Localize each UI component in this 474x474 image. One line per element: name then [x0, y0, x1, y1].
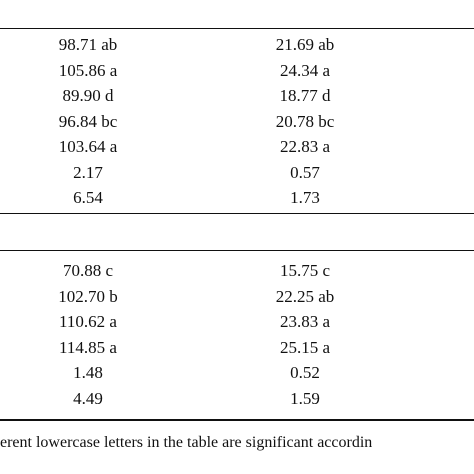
table-cell: 103.64 a [58, 137, 118, 156]
rule [0, 419, 474, 421]
table-cell: 105.86 a [58, 60, 118, 80]
table-cell: 1.59 [290, 388, 320, 408]
rule [0, 250, 474, 251]
table-cell: 2.17 [73, 162, 103, 182]
table-cell: 23.83 a [279, 312, 331, 331]
table-cell: 24.34 a [279, 60, 331, 80]
table-cell: 96.84 bc [58, 111, 118, 131]
table-cell: 0.52 [290, 363, 320, 382]
table-cell: 25.15 a [279, 337, 331, 357]
table-cell: 1.73 [290, 188, 320, 207]
table-cell: 114.85 a [59, 337, 117, 357]
rule [0, 213, 474, 214]
table-cell: 89.90 d [62, 86, 114, 105]
rule [0, 28, 474, 29]
table-cell: 22.83 a [279, 137, 331, 156]
table-cell: 102.70 b [58, 286, 118, 306]
table-cell: 21.69 ab [275, 35, 335, 54]
table-cell: 4.49 [73, 388, 103, 408]
footnote: erent lowercase letters in the table are… [0, 434, 373, 451]
table-cell: 0.57 [290, 162, 320, 182]
table-cell: 22.25 ab [275, 286, 335, 306]
table-cell: 1.48 [73, 363, 103, 382]
table-cell: 20.78 bc [275, 111, 335, 131]
table-cell: 70.88 c [62, 261, 114, 280]
table-cell: 110.62 a [59, 312, 117, 331]
table-cell: 15.75 c [279, 261, 331, 280]
table-cell: 98.71 ab [58, 35, 118, 54]
table-cell: 6.54 [73, 188, 103, 207]
table-cell: 18.77 d [279, 86, 331, 105]
